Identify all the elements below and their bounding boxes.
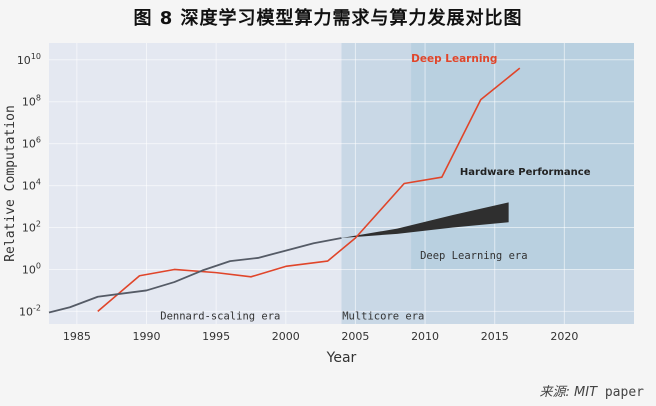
hardware-performance-line	[48, 237, 342, 314]
x-tick-label: 1985	[63, 330, 91, 343]
era-label: Dennard-scaling era	[160, 311, 280, 323]
x-tick-label: 2000	[272, 330, 300, 343]
era-label: Multicore era	[342, 311, 424, 323]
y-axis-label: Relative Computation	[3, 105, 18, 262]
figure-title: 图 8 深度学习模型算力需求与算力发展对比图	[133, 8, 523, 29]
source-label: 来源: MIT	[539, 385, 598, 400]
y-tick-label: 106	[22, 136, 41, 151]
x-tick-label: 2020	[550, 330, 578, 343]
deep-learning-line	[97, 67, 521, 313]
x-tick-label: 2010	[411, 330, 439, 343]
y-tick-label: 10-2	[19, 303, 41, 318]
y-tick-label: 102	[22, 220, 41, 235]
y-tick-label: 1010	[17, 52, 41, 67]
x-axis-label: Year	[326, 350, 357, 366]
y-tick-label: 108	[22, 94, 41, 109]
y-tick-label: 104	[22, 178, 41, 193]
x-tick-label: 2015	[481, 330, 509, 343]
hardware-performance-band	[341, 202, 509, 239]
source-tail: paper	[597, 385, 644, 400]
x-tick-label: 1990	[133, 330, 161, 343]
y-tick-label: 100	[22, 261, 41, 276]
source-caption: 来源: MIT paper	[540, 381, 644, 400]
hardware-performance-annotation: Hardware Performance	[460, 167, 591, 178]
deep-learning-annotation: Deep Learning	[411, 53, 497, 65]
deep-learning-era-band	[411, 43, 634, 270]
x-tick-label: 1995	[202, 330, 230, 343]
era-label: Deep Learning era	[420, 250, 527, 262]
x-tick-label: 2005	[341, 330, 369, 343]
